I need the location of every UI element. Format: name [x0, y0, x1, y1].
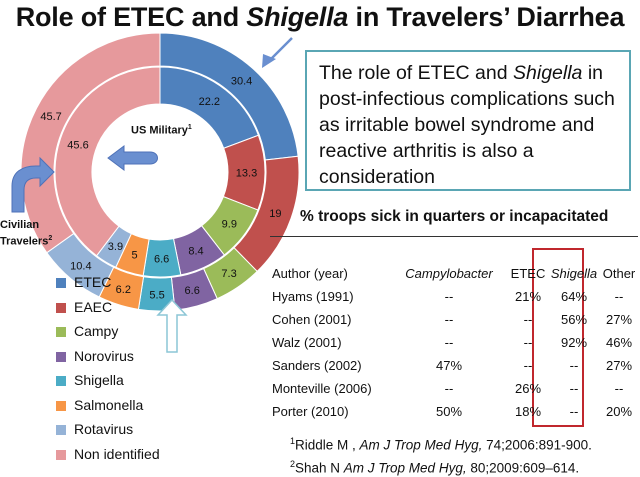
- column-header: Campylobacter: [390, 262, 508, 285]
- column-header: ETEC: [508, 262, 548, 285]
- table-cell: 50%: [390, 400, 508, 423]
- table-cell: --: [508, 354, 548, 377]
- table-cell: 27%: [600, 354, 638, 377]
- column-header: Author (year): [272, 262, 390, 285]
- column-header: Shigella: [548, 262, 600, 285]
- table-cell: Hyams (1991): [272, 285, 390, 308]
- table-row: Porter (2010) 50% 18% -- 20%: [272, 400, 638, 423]
- table-cell: 21%: [508, 285, 548, 308]
- table-cell: --: [600, 285, 638, 308]
- table-cell: Monteville (2006): [272, 377, 390, 400]
- donut-data-label: 45.6: [67, 139, 88, 151]
- table-cell: 56%: [548, 308, 600, 331]
- table-cell: 18%: [508, 400, 548, 423]
- table-cell: 20%: [600, 400, 638, 423]
- donut-data-label: 13.3: [236, 168, 257, 180]
- table-cell: --: [508, 308, 548, 331]
- donut-data-label: 10.4: [70, 261, 91, 273]
- reference-2: 2Shah N Am J Trop Med Hyg, 80;2009:609–6…: [290, 455, 592, 477]
- table-cell: Sanders (2002): [272, 354, 390, 377]
- table-cell: --: [390, 331, 508, 354]
- donut-data-label: 6.6: [154, 253, 169, 265]
- donut-data-label: 6.6: [185, 285, 200, 297]
- donut-data-label: 5.5: [149, 289, 164, 301]
- arrow-top-right-icon: [262, 38, 292, 68]
- callout-box: The role of ETEC and Shigella in post-in…: [305, 50, 631, 191]
- donut-data-label: 8.4: [188, 246, 203, 258]
- table-cell: Cohen (2001): [272, 308, 390, 331]
- table-cell: --: [600, 377, 638, 400]
- table-cell: --: [390, 377, 508, 400]
- military-arrow-icon: [108, 146, 158, 170]
- table-title: % troops sick in quarters or incapacitat…: [300, 208, 608, 226]
- donut-data-label: 5: [132, 250, 138, 262]
- table-cell: --: [390, 285, 508, 308]
- table-cell: --: [548, 377, 600, 400]
- table-cell: --: [508, 331, 548, 354]
- table-cell: --: [390, 308, 508, 331]
- table-row: Monteville (2006) -- 26% -- --: [272, 377, 638, 400]
- table-row: Walz (2001) -- -- 92% 46%: [272, 331, 638, 354]
- military-label: US Military1: [131, 124, 192, 137]
- donut-data-label: 30.4: [231, 76, 252, 88]
- column-header: Other: [600, 262, 638, 285]
- donut-data-label: 7.3: [221, 268, 236, 280]
- table-cell: Porter (2010): [272, 400, 390, 423]
- table-cell: Walz (2001): [272, 331, 390, 354]
- donut-data-label: 22.2: [199, 96, 220, 108]
- table-cell: 46%: [600, 331, 638, 354]
- references: 1Riddle M , Am J Trop Med Hyg, 74;2006:8…: [290, 432, 592, 477]
- table-row: Cohen (2001) -- -- 56% 27%: [272, 308, 638, 331]
- data-table: Author (year) Campylobacter ETEC Shigell…: [272, 262, 638, 423]
- table-cell: 92%: [548, 331, 600, 354]
- table-cell: --: [548, 354, 600, 377]
- table-header-row: Author (year) Campylobacter ETEC Shigell…: [272, 262, 638, 285]
- reference-1: 1Riddle M , Am J Trop Med Hyg, 74;2006:8…: [290, 432, 592, 455]
- donut-data-label: 9.9: [222, 219, 237, 231]
- table-cell: 64%: [548, 285, 600, 308]
- table-cell: 47%: [390, 354, 508, 377]
- divider: [270, 236, 638, 237]
- table-cell: 26%: [508, 377, 548, 400]
- donut-data-label: 3.9: [108, 241, 123, 253]
- donut-data-label: 45.7: [40, 111, 61, 123]
- table-cell: --: [548, 400, 600, 423]
- donut-data-label: 19: [269, 208, 281, 220]
- table-cell: 27%: [600, 308, 638, 331]
- donut-data-label: 6.2: [116, 284, 131, 296]
- table-row: Hyams (1991) -- 21% 64% --: [272, 285, 638, 308]
- table-row: Sanders (2002) 47% -- -- 27%: [272, 354, 638, 377]
